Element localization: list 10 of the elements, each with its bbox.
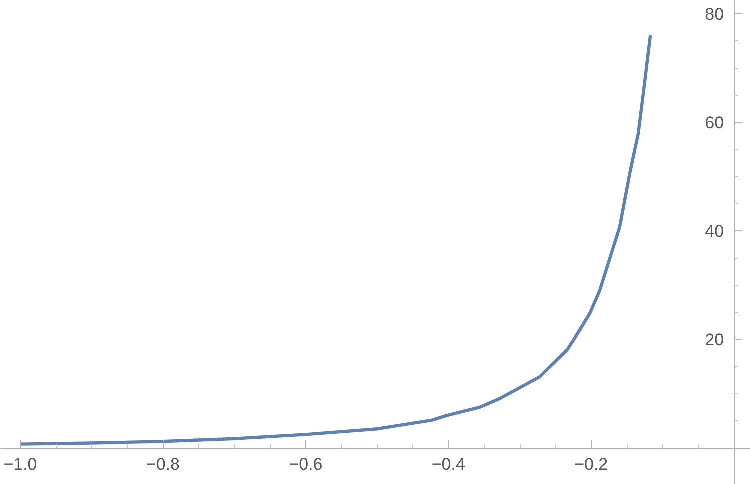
line-series (18, 34, 652, 446)
y-tick-label: 20 (705, 330, 724, 350)
y-tick-label: 80 (705, 4, 724, 24)
x-tick-label: −0.2 (574, 455, 608, 474)
x-tick-label: −1.0 (4, 455, 38, 474)
x-tick-label: −0.6 (289, 455, 323, 474)
x-tick-label: −0.8 (146, 455, 180, 474)
y-tick-label: 40 (705, 222, 724, 241)
x-tick-label: −0.4 (432, 455, 466, 474)
y-tick-label: 60 (705, 113, 724, 132)
